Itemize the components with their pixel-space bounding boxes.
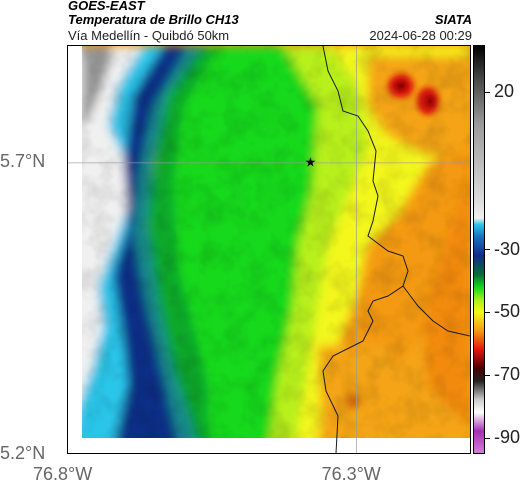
colorbar: [473, 45, 485, 454]
department-border-east: [402, 285, 470, 337]
satellite-title: GOES-EAST: [68, 0, 145, 13]
lat-tick-label: 5.7°N: [0, 150, 46, 171]
department-border: [322, 46, 409, 453]
colorbar-tick-mark: [485, 249, 490, 250]
colorbar-tick-mark: [485, 374, 490, 376]
colorbar-tick-label: -70: [494, 364, 521, 385]
colorbar-tick-label: -50: [494, 301, 521, 322]
colorbar-tick-mark: [485, 437, 490, 439]
gridlines: [68, 46, 470, 453]
temperature-field: [82, 46, 470, 438]
brightness-temperature-map: ★: [68, 46, 470, 453]
colorbar-tick-mark: [485, 91, 490, 93]
colorbar-tick-label: -90: [494, 427, 521, 448]
timestamp-label: 2024-06-28 00:29: [369, 28, 472, 43]
organization-label: SIATA: [434, 12, 472, 27]
product-title: Temperatura de Brillo CH13: [68, 12, 239, 27]
lat-tick-label: 5.2°N: [0, 443, 46, 463]
map-panel: ★: [67, 45, 471, 454]
route-subtitle: Vía Medellín - Quibdó 50km: [68, 28, 230, 43]
colorbar-tick-label: -30: [494, 238, 521, 259]
star-icon: ★: [305, 155, 317, 170]
lon-tick-label: 76.8°W: [33, 464, 93, 484]
colorbar-tick-mark: [485, 311, 490, 313]
colorbar-tick-label: 20: [494, 81, 515, 102]
lon-tick-label: 76.3°W: [321, 464, 381, 484]
